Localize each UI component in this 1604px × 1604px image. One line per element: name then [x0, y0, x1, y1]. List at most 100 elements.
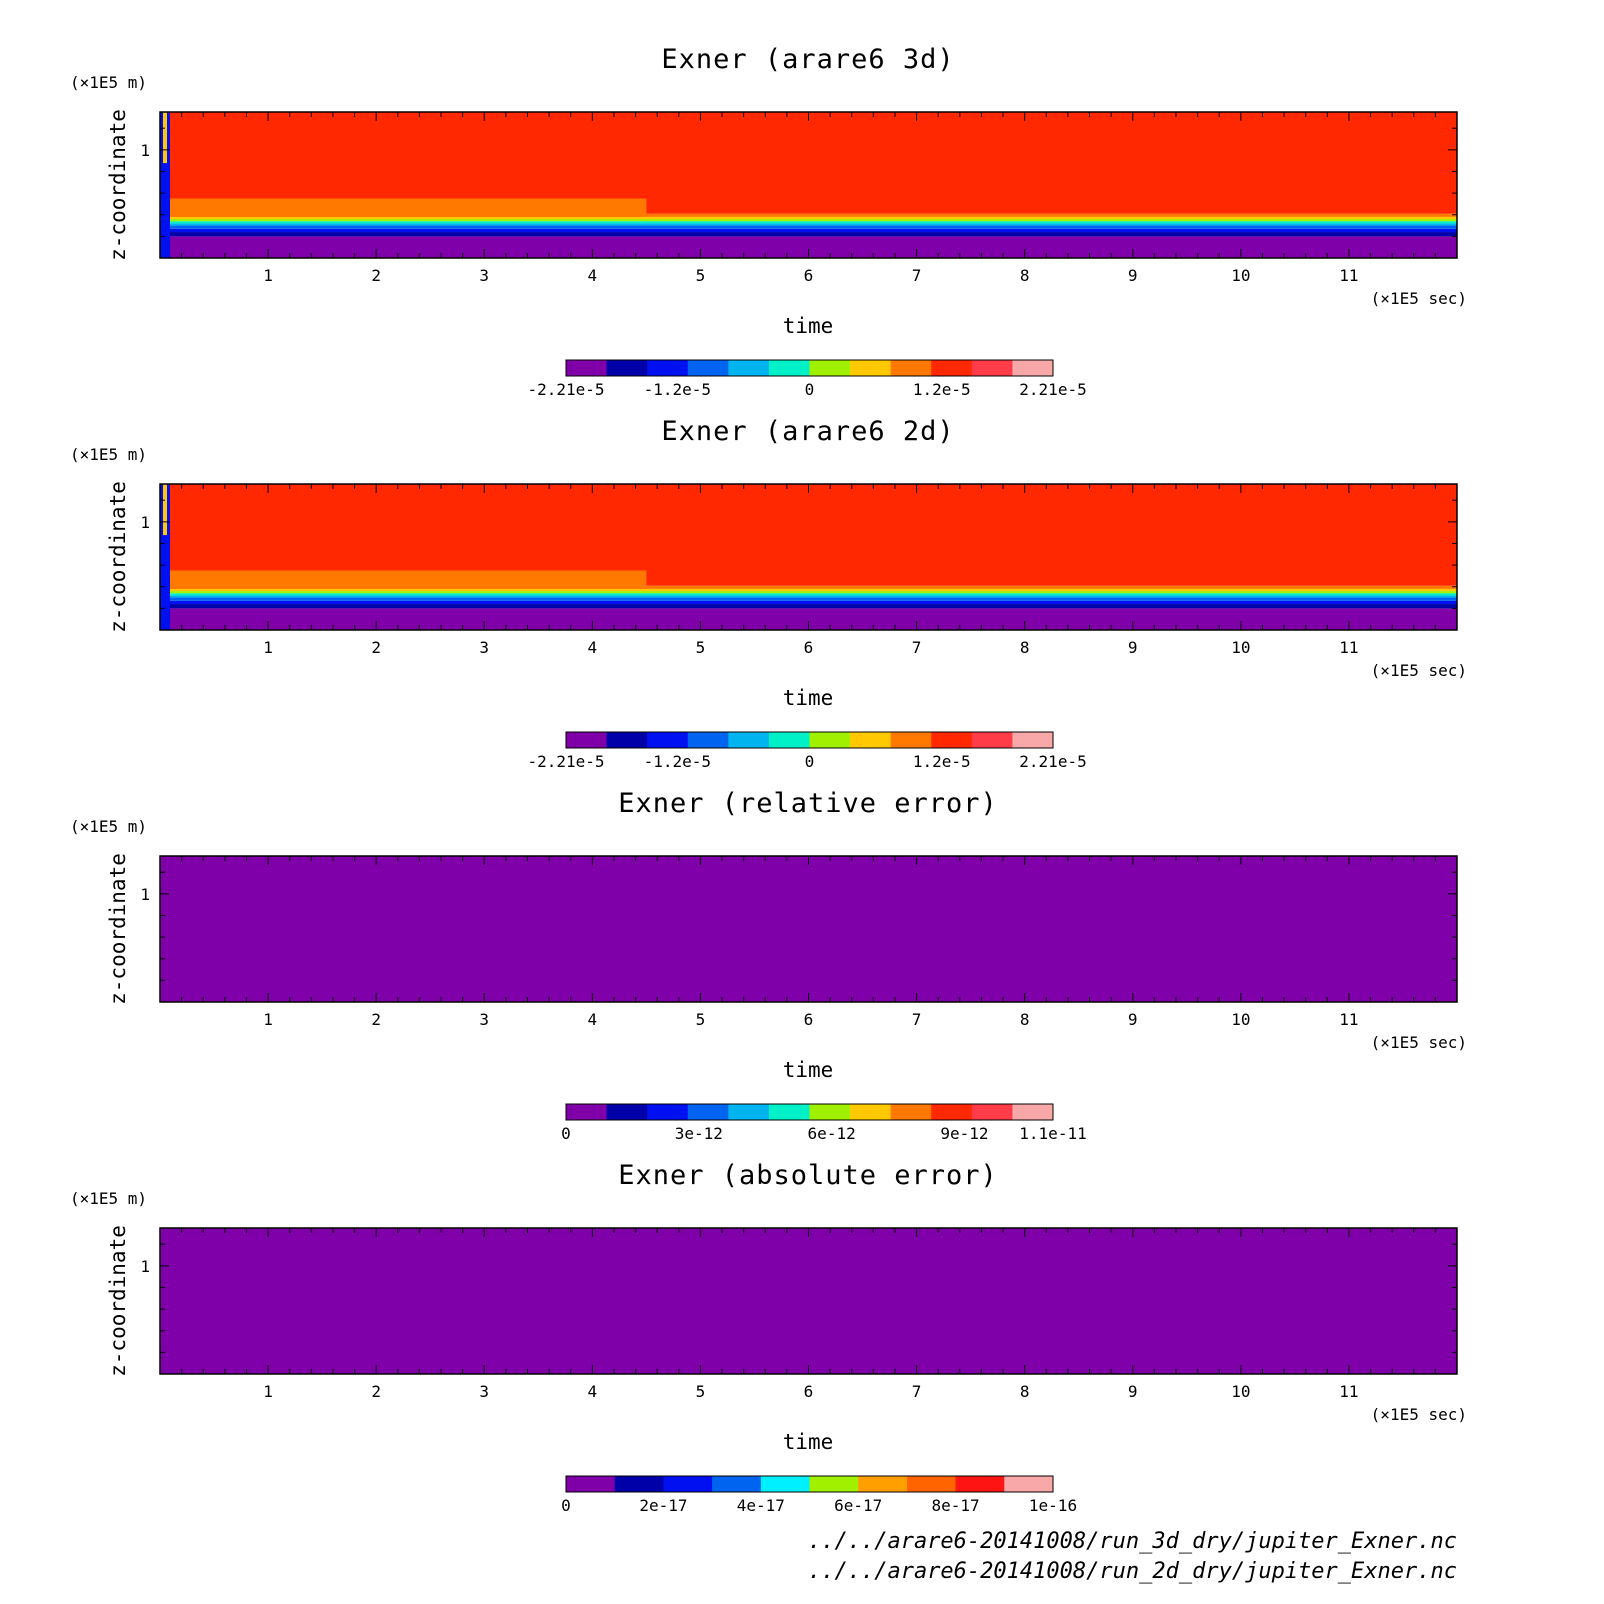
colorbar: -2.21e-5 -1.2e-5 0 1.2e-5 2.21e-5: [527, 359, 1087, 399]
colorbar-swatch: [890, 732, 932, 748]
colorbar-swatch: [728, 1104, 770, 1120]
x-tick-label: 4: [588, 266, 598, 285]
colorbar-swatch: [971, 1104, 1013, 1120]
chart-panel-4: Exner (absolute error) (×1E5 m) 1 2 3 4 5 6 7 8 9 1…: [70, 1160, 1467, 1515]
y-unit-label: (×1E5 m): [70, 445, 147, 464]
colorbar-swatch: [647, 732, 689, 748]
heatmap-feature-initial-strip: [160, 112, 170, 258]
colorbar-swatch: [687, 1104, 729, 1120]
heatmap-layer-7: [160, 219, 1457, 222]
chart-title: Exner (absolute error): [618, 1160, 998, 1191]
x-tick-label: 8: [1020, 1010, 1030, 1029]
colorbar-swatch: [728, 360, 770, 376]
colorbar-swatch: [712, 1476, 762, 1492]
colorbar-tick-label: 1e-16: [1029, 1496, 1077, 1515]
x-tick-label: 10: [1231, 638, 1250, 657]
heatmap-layer-6: [160, 221, 1457, 224]
colorbar-swatch: [760, 1476, 810, 1492]
heatmap-layer-3: [160, 600, 1457, 605]
footer-line-2: ../../arare6-20141008/run_2d_dry/jupiter…: [808, 1559, 1457, 1584]
colorbar-swatch: [971, 732, 1013, 748]
chart-panel-3: Exner (relative error) (×1E5 m) 1 2 3 4 5 6 7 8 9 1…: [70, 788, 1467, 1143]
heatmap-layer-7: [160, 591, 1457, 594]
colorbar-swatch: [647, 360, 689, 376]
x-tick-label: 7: [912, 638, 922, 657]
x-tick-label: 4: [588, 638, 598, 657]
x-tick-label: 2: [371, 266, 381, 285]
colorbar-swatch: [809, 1104, 851, 1120]
x-tick-label: 8: [1020, 266, 1030, 285]
x-tick-label: 2: [371, 1010, 381, 1029]
heatmap-feature-initial-strip: [160, 484, 170, 630]
colorbar-tick-label: 4e-17: [737, 1496, 785, 1515]
colorbar: -2.21e-5 -1.2e-5 0 1.2e-5 2.21e-5: [527, 731, 1087, 771]
x-tick-label: 6: [804, 638, 814, 657]
colorbar-swatch: [1012, 1104, 1054, 1120]
x-unit-label: (×1E5 sec): [1371, 1405, 1467, 1424]
heatmap-feature-tongue: [160, 198, 647, 217]
x-tick-label: 4: [588, 1010, 598, 1029]
chart-panel-2: Exner (arare6 2d)(×1E5 m)1 2 3 4 5 6 7 8 9 10 111(…: [70, 416, 1467, 771]
y-unit-label: (×1E5 m): [70, 817, 147, 836]
colorbar-swatch: [809, 732, 851, 748]
colorbar-tick-label: 6e-12: [808, 1124, 856, 1143]
colorbar-swatch: [768, 1104, 810, 1120]
colorbar-swatch: [850, 1104, 892, 1120]
colorbar-tick-label: 0: [805, 380, 815, 399]
x-tick-label: 8: [1020, 638, 1030, 657]
colorbar-swatch: [566, 360, 608, 376]
x-unit-label: (×1E5 sec): [1371, 1033, 1467, 1052]
colorbar-swatch: [728, 732, 770, 748]
x-tick-label: 3: [479, 1010, 489, 1029]
colorbar-frame: [565, 1475, 1054, 1493]
footer: ../../arare6-20141008/run_3d_dry/jupiter…: [808, 1529, 1457, 1584]
colorbar-tick-label: 2.21e-5: [1019, 380, 1086, 399]
x-tick-label: 11: [1339, 1010, 1358, 1029]
colorbar-swatch: [850, 360, 892, 376]
colorbar-swatch: [890, 360, 932, 376]
x-tick-label: 9: [1128, 1382, 1138, 1401]
chart-title: Exner (relative error): [618, 788, 998, 819]
y-unit-label: (×1E5 m): [70, 1189, 147, 1208]
colorbar-swatch: [906, 1476, 957, 1492]
colorbar-swatch: [663, 1476, 713, 1492]
x-tick-label: 5: [696, 1382, 706, 1401]
colorbar-swatch: [566, 1104, 608, 1120]
heatmap-layer-8: [160, 588, 1457, 592]
x-tick-label: 2: [371, 1382, 381, 1401]
x-tick-label: 1: [263, 266, 273, 285]
x-tick-label: 9: [1128, 638, 1138, 657]
colorbar-swatch: [955, 1476, 1005, 1492]
colorbar-tick-label: -2.21e-5: [527, 752, 604, 771]
x-tick-label: 6: [804, 266, 814, 285]
colorbar-swatch: [614, 1476, 664, 1492]
chart-title: Exner (arare6 2d): [661, 416, 954, 447]
colorbar-frame: [565, 359, 1054, 377]
x-tick-label: 1: [263, 1382, 273, 1401]
colorbar-swatch: [687, 360, 729, 376]
x-tick-label: 5: [696, 638, 706, 657]
x-axis-label: time: [783, 1430, 834, 1454]
colorbar-swatch: [687, 732, 729, 748]
heatmap-layer-10: [160, 484, 1457, 586]
x-tick-label: 10: [1231, 1382, 1250, 1401]
colorbar-swatch: [850, 732, 892, 748]
colorbar-tick-label: 1.2e-5: [913, 752, 971, 771]
x-tick-label: 1: [263, 1010, 273, 1029]
x-tick-label: 9: [1128, 1010, 1138, 1029]
colorbar-tick-label: 1.1e-11: [1019, 1124, 1086, 1143]
colorbar-tick-label: 2e-17: [639, 1496, 687, 1515]
x-tick-label: 5: [696, 1010, 706, 1029]
x-tick-label: 3: [479, 1382, 489, 1401]
colorbar: 0 2e-17 4e-17 6e-17 8e-17 1e-16: [561, 1475, 1077, 1515]
colorbar-frame: [565, 731, 1054, 749]
panels: Exner (arare6 3d)(×1E5 m)1 2 3 4 5 6 7 8 9 10 111(…: [70, 44, 1467, 1515]
colorbar-tick-label: -1.2e-5: [644, 380, 711, 399]
colorbar-swatch: [1004, 1476, 1054, 1492]
colorbar-tick-label: 0: [561, 1496, 571, 1515]
y-axis-label: z-coordinate: [106, 1225, 130, 1377]
x-tick-label: 3: [479, 266, 489, 285]
colorbar-tick-label: 6e-17: [834, 1496, 882, 1515]
heatmap-layer-6: [160, 593, 1457, 596]
